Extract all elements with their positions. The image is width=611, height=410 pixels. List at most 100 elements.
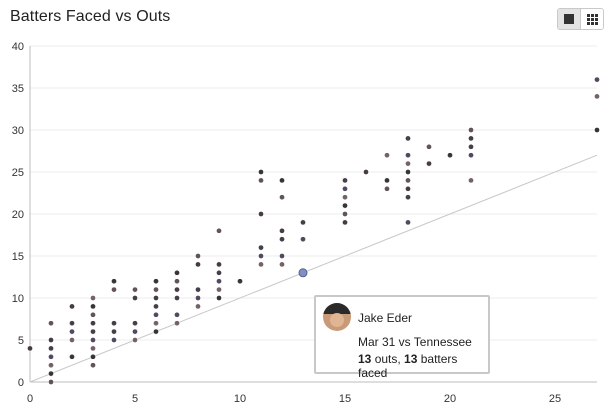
data-point: [48, 370, 54, 377]
single-view-icon: [564, 14, 574, 24]
y-tick-label: 15: [12, 251, 24, 263]
x-tick-label: 0: [27, 393, 33, 405]
view-toggle[interactable]: [557, 8, 604, 30]
data-point: [342, 211, 348, 217]
data-point: [384, 185, 390, 192]
y-tick-label: 25: [12, 167, 24, 179]
data-point: [594, 93, 600, 100]
data-point: [195, 261, 201, 268]
player-avatar: [323, 303, 351, 331]
data-point: [153, 303, 159, 310]
data-point: [447, 152, 453, 159]
tooltip-stats: 13 outs, 13 batters faced: [358, 352, 458, 380]
data-point: [90, 345, 96, 352]
data-point: [405, 135, 411, 142]
single-view-button[interactable]: [558, 9, 580, 29]
data-point: [279, 194, 285, 201]
data-point: [594, 127, 600, 133]
data-point: [468, 143, 474, 150]
data-points: [27, 76, 600, 385]
data-point: [111, 320, 117, 327]
data-point: [90, 362, 96, 369]
x-tick-label: 5: [132, 393, 138, 405]
data-point: [90, 295, 96, 301]
data-point: [468, 127, 474, 133]
data-point: [426, 160, 432, 167]
data-point: [111, 278, 117, 285]
data-point: [405, 169, 411, 175]
axes: [29, 46, 597, 383]
data-point: [174, 286, 180, 293]
data-point: [69, 303, 75, 310]
data-point: [195, 286, 201, 293]
data-point: [90, 328, 96, 335]
data-point: [300, 219, 306, 226]
data-point: [153, 278, 159, 285]
data-point: [195, 295, 201, 301]
data-point: [216, 286, 222, 293]
data-point: [279, 253, 285, 259]
data-point: [48, 345, 54, 352]
data-point: [195, 303, 201, 310]
data-point: [258, 253, 264, 259]
data-point: [48, 320, 54, 327]
data-point: [405, 177, 411, 184]
data-point: [27, 345, 33, 352]
tick-labels: 0 5 10 15 20 25 30 35 40 0 5 10 15 20 25: [12, 41, 561, 405]
data-point: [69, 353, 75, 360]
data-point: [90, 320, 96, 327]
grid-view-button[interactable]: [580, 9, 603, 29]
reference-line: [29, 154, 598, 383]
data-point: [174, 311, 180, 318]
data-point: [69, 328, 75, 335]
data-point: [90, 311, 96, 318]
tooltip-batters-faced: 13: [404, 352, 418, 366]
data-point: [258, 211, 264, 217]
y-tick-label: 20: [12, 209, 24, 221]
data-point: [153, 286, 159, 293]
data-point: [153, 320, 159, 327]
tooltip-outs: 13: [358, 352, 372, 366]
data-point: [48, 362, 54, 369]
tooltip-player-name: Jake Eder: [358, 311, 413, 325]
data-point: [132, 295, 138, 301]
data-point: [216, 295, 222, 301]
data-point: [111, 337, 117, 343]
data-point: [468, 135, 474, 142]
data-point: [174, 269, 180, 276]
data-point: [279, 227, 285, 234]
data-point: [132, 320, 138, 327]
data-point: [300, 236, 306, 243]
data-point: [405, 185, 411, 192]
gridlines: [30, 45, 597, 341]
data-point: [258, 261, 264, 268]
data-point: [216, 278, 222, 285]
data-point: [279, 236, 285, 243]
data-point: [69, 337, 75, 343]
data-point: [468, 177, 474, 184]
data-point: [153, 328, 159, 335]
data-point: [405, 152, 411, 159]
data-point: [405, 194, 411, 201]
x-tick-label: 20: [444, 393, 456, 405]
data-point: [90, 337, 96, 343]
grid-view-icon: [586, 13, 598, 25]
data-point: [405, 219, 411, 226]
data-point: [48, 379, 54, 385]
data-point: [237, 278, 243, 285]
x-tick-label: 10: [234, 393, 246, 405]
highlighted-point: [298, 268, 308, 278]
data-point: [258, 244, 264, 251]
data-point: [342, 177, 348, 184]
data-point: [216, 227, 222, 234]
data-point: [132, 337, 138, 343]
data-point: [384, 152, 390, 159]
data-point: [174, 320, 180, 327]
y-tick-label: 0: [18, 377, 24, 389]
data-point: [48, 353, 54, 360]
data-point: [384, 177, 390, 184]
data-point: [111, 328, 117, 335]
x-tick-label: 25: [549, 393, 561, 405]
y-tick-label: 30: [12, 125, 24, 137]
